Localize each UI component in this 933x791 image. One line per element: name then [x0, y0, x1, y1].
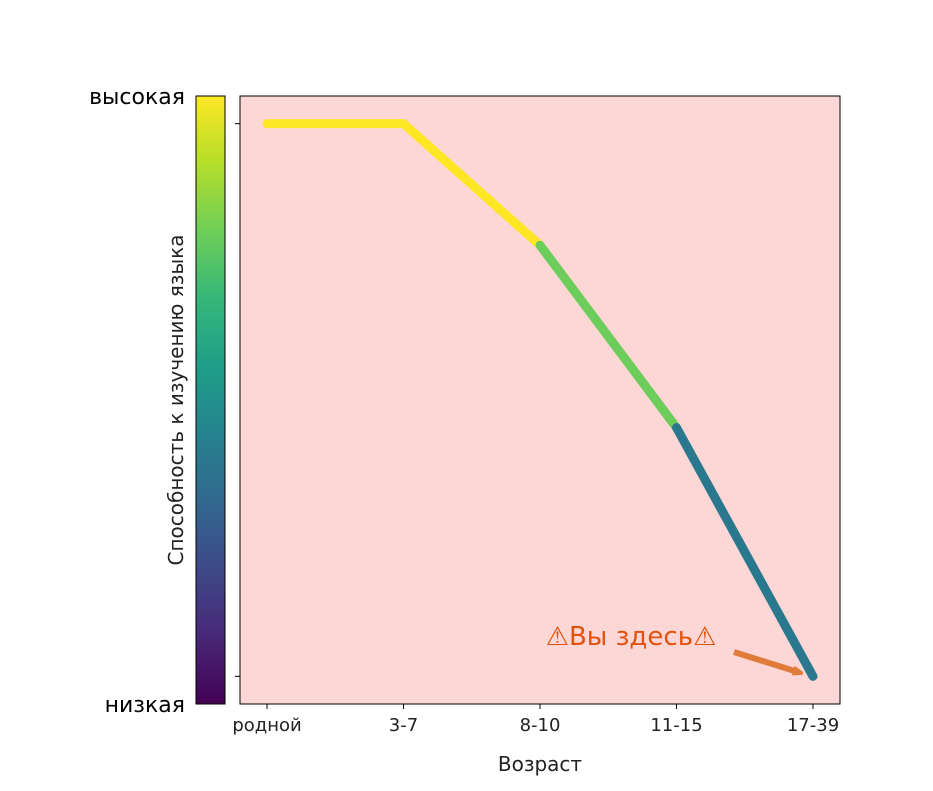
series-segment	[399, 119, 545, 250]
colorbar-low-label: низкая	[105, 693, 185, 718]
annotation-arrow	[733, 649, 799, 672]
x-tick-label: 11-15	[650, 715, 702, 736]
series-segment	[535, 240, 681, 433]
colorbar-high-label: высокая	[89, 85, 185, 110]
x-tick-label: родной	[232, 715, 301, 736]
colorbar-title: Способность к изучению языка	[164, 234, 188, 565]
x-tick-label: 17-39	[787, 715, 839, 736]
x-ticks: родной 3-7 8-10 11-15 17-39	[232, 704, 839, 736]
x-tick-label: 3-7	[389, 715, 418, 736]
plot-area	[239, 95, 841, 705]
colorbar	[195, 95, 226, 705]
series-line	[262, 119, 818, 681]
series-segment	[672, 423, 818, 681]
x-axis-label: Возраст	[498, 752, 583, 776]
you-are-here-annotation: ⚠Вы здесь⚠	[546, 622, 717, 652]
y-ticks	[235, 123, 240, 677]
x-tick-label: 8-10	[520, 715, 561, 736]
